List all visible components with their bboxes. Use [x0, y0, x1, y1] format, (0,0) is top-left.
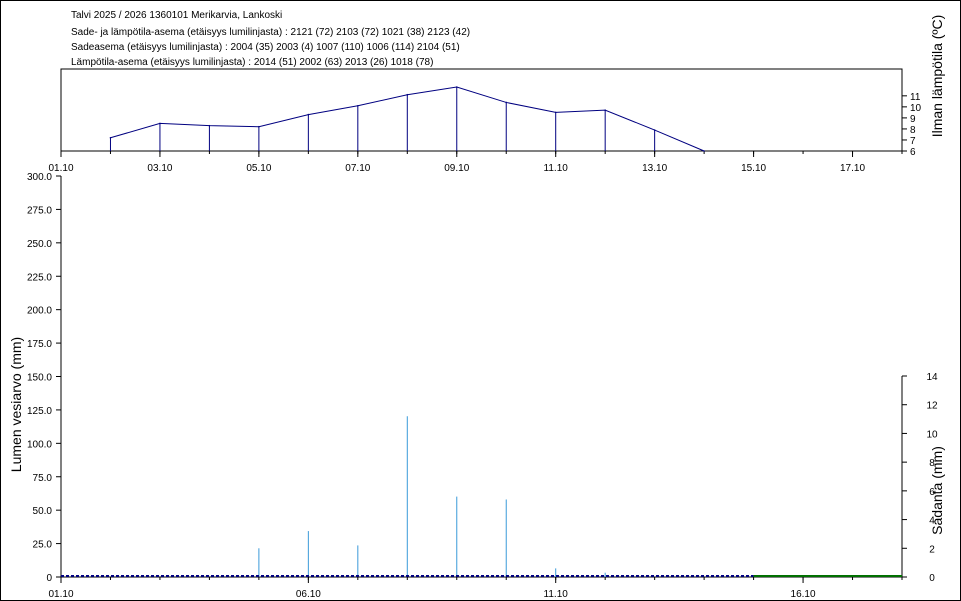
temperature-x-tick-label: 15.10 — [741, 163, 766, 174]
temperature-x-tick-label: 03.10 — [147, 163, 172, 174]
snow-y-tick-label: 225.0 — [27, 272, 52, 283]
temperature-x-tick-label: 01.10 — [48, 163, 73, 174]
temperature-y-tick-label: 8 — [910, 125, 916, 136]
temperature-x-tick-label: 17.10 — [840, 163, 865, 174]
temperature-point — [109, 136, 112, 139]
snow-y-tick-label: 175.0 — [27, 339, 52, 350]
temperature-point — [604, 109, 606, 111]
temperature-x-tick-label: 07.10 — [345, 163, 370, 174]
snow-y-tick-label: 250.0 — [27, 239, 52, 250]
temperature-point — [307, 113, 310, 116]
snow-y-tick-label: 75.0 — [33, 473, 53, 484]
snow-y-tick-label: 150.0 — [27, 373, 52, 384]
temperature-y-tick-label: 10 — [910, 103, 922, 114]
snow-y-tick-label: 100.0 — [27, 439, 52, 450]
temperature-x-tick-label: 11.10 — [544, 163, 569, 174]
temperature-point — [505, 101, 508, 104]
snow-axis-label: Lumen vesiarvo (mm) — [8, 337, 24, 472]
precip-axis-label: Sadanta (mm) — [929, 446, 945, 535]
temperature-point — [159, 122, 161, 125]
snow-y-tick-label: 300.0 — [27, 172, 52, 183]
precip-y-tick-label: 8 — [929, 458, 935, 469]
station-info-temp: Lämpötila-asema (etäisyys lumilinjasta) … — [71, 57, 434, 68]
temperature-plot-frame — [60, 68, 903, 152]
precip-y-tick-label: 6 — [929, 487, 935, 498]
station-info-rain: Sadeasema (etäisyys lumilinjasta) : 2004… — [71, 42, 460, 53]
temperature-point — [357, 104, 359, 107]
temperature-point — [554, 111, 557, 114]
main-x-tick-label: 01.10 — [48, 589, 73, 600]
main-x-tick-label: 06.10 — [296, 589, 321, 600]
temperature-x-tick-label: 13.10 — [642, 163, 667, 174]
main-x-tick-label: 16.10 — [791, 589, 816, 600]
precip-y-tick-label: 12 — [926, 401, 938, 412]
temperature-y-tick-label: 7 — [910, 136, 916, 147]
temperature-point — [653, 129, 656, 131]
snow-y-tick-label: 0 — [46, 573, 52, 584]
temperature-y-tick-label: 9 — [910, 114, 916, 125]
temperature-point — [703, 150, 705, 152]
temperature-point — [455, 86, 458, 88]
snow-y-tick-label: 25.0 — [33, 540, 53, 551]
temperature-point — [208, 124, 211, 127]
precip-y-tick-label: 0 — [929, 573, 935, 584]
temperature-y-tick-label: 11 — [910, 92, 921, 103]
temperature-point — [406, 93, 409, 96]
station-info-rain-temp: Sade- ja lämpötila-asema (etäisyys lumil… — [71, 27, 471, 38]
temperature-axis-label: Ilman lämpötila (ºC) — [929, 15, 945, 138]
precip-y-tick-label: 4 — [929, 516, 935, 527]
snow-y-tick-label: 50.0 — [33, 506, 53, 517]
temperature-x-tick-label: 09.10 — [444, 163, 469, 174]
precip-y-tick-label: 2 — [929, 544, 935, 555]
temperature-x-tick-label: 05.10 — [246, 163, 271, 174]
main-x-tick-label: 11.10 — [544, 589, 569, 600]
precip-y-tick-label: 10 — [926, 429, 938, 440]
snow-y-tick-label: 200.0 — [27, 306, 52, 317]
temperature-point — [258, 125, 260, 128]
temperature-y-tick-label: 6 — [910, 147, 916, 158]
chart-title: Talvi 2025 / 2026 1360101 Merikarvia, La… — [71, 10, 283, 21]
snow-y-tick-label: 275.0 — [27, 205, 52, 216]
precip-y-tick-label: 14 — [926, 372, 938, 383]
snow-y-tick-label: 125.0 — [27, 406, 52, 417]
